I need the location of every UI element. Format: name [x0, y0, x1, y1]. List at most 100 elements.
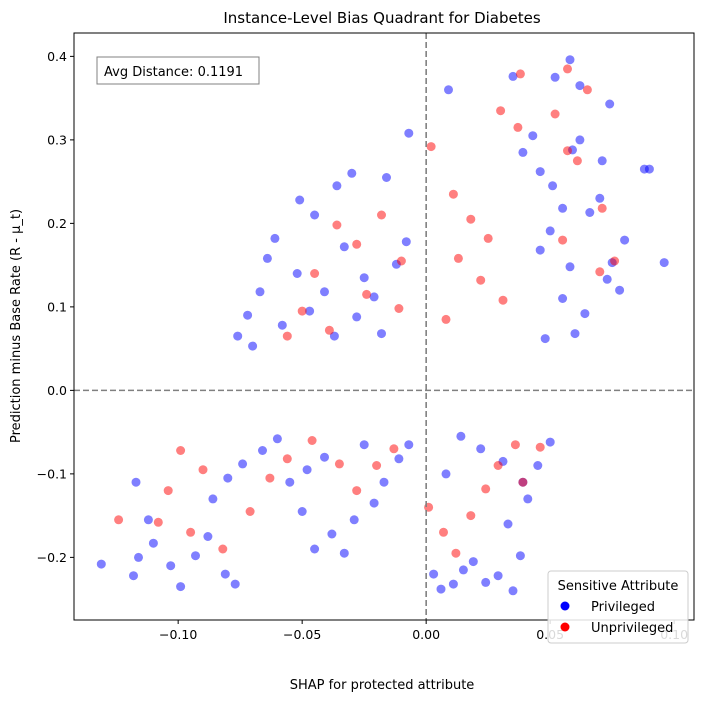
point-unprivileged-14 — [377, 210, 386, 220]
point-privileged-11 — [659, 258, 669, 268]
point-privileged-0 — [565, 55, 575, 65]
y-tick-label: 0.1 — [47, 299, 67, 314]
point-privileged-75 — [339, 548, 349, 558]
point-unprivileged-49 — [481, 484, 491, 494]
y-axis-ticks: −0.2 −0.1 0.0 0.1 0.2 0.3 0.4 — [37, 49, 74, 565]
point-privileged-83 — [302, 465, 312, 475]
point-privileged-8 — [597, 156, 607, 166]
point-privileged-60 — [166, 561, 176, 571]
point-privileged-70 — [272, 434, 282, 444]
point-privileged-39 — [377, 329, 386, 339]
point-privileged-25 — [332, 181, 342, 191]
legend-title: Sensitive Attribute — [558, 579, 679, 594]
point-unprivileged-44 — [389, 444, 399, 454]
point-privileged-54 — [96, 559, 106, 569]
point-unprivileged-26 — [453, 253, 463, 263]
point-privileged-99 — [476, 444, 486, 454]
plot-area — [74, 33, 694, 620]
point-privileged-71 — [285, 477, 295, 487]
point-unprivileged-3 — [550, 109, 560, 119]
point-unprivileged-37 — [245, 507, 255, 516]
point-privileged-16 — [602, 274, 612, 284]
point-privileged-49 — [565, 262, 575, 272]
point-privileged-84 — [429, 569, 439, 579]
point-privileged-1 — [550, 72, 560, 82]
x-tick-label: 0.00 — [412, 627, 440, 642]
point-unprivileged-27 — [476, 275, 486, 285]
point-privileged-46 — [558, 203, 568, 213]
plot-frame — [73, 32, 695, 621]
y-tick-label: −0.1 — [37, 466, 67, 481]
point-unprivileged-10 — [595, 267, 605, 277]
point-privileged-79 — [394, 454, 404, 464]
point-unprivileged-33 — [163, 486, 173, 496]
point-unprivileged-42 — [352, 486, 362, 496]
point-privileged-78 — [379, 477, 389, 487]
point-privileged-5 — [508, 71, 518, 81]
point-privileged-34 — [320, 287, 329, 297]
point-unprivileged-35 — [198, 465, 208, 475]
point-privileged-68 — [238, 459, 248, 469]
avg-distance-annotation: Avg Distance: 0.1191 — [104, 65, 243, 80]
point-unprivileged-41 — [334, 459, 344, 469]
annotation-box: Avg Distance: 0.1191 — [96, 56, 260, 85]
point-privileged-72 — [297, 507, 307, 516]
x-axis-label: SHAP for protected attribute — [290, 678, 475, 693]
point-unprivileged-28 — [498, 295, 508, 305]
point-unprivileged-2 — [582, 85, 592, 95]
point-privileged-90 — [493, 571, 503, 581]
point-unprivileged-40 — [307, 436, 317, 445]
point-privileged-51 — [580, 309, 590, 319]
y-tick-label: 0.0 — [47, 383, 67, 398]
point-unprivileged-5 — [513, 122, 523, 132]
point-privileged-65 — [230, 579, 240, 589]
points-layer — [96, 55, 669, 596]
point-privileged-48 — [535, 245, 545, 255]
x-tick-label: −0.05 — [283, 627, 321, 642]
point-unprivileged-8 — [597, 203, 607, 213]
point-privileged-45 — [548, 181, 558, 191]
point-privileged-35 — [277, 320, 287, 330]
point-unprivileged-13 — [352, 239, 362, 249]
point-unprivileged-7 — [572, 156, 582, 166]
point-privileged-20 — [255, 287, 265, 297]
point-privileged-101 — [441, 469, 451, 479]
point-privileged-63 — [203, 532, 213, 541]
point-privileged-76 — [349, 515, 359, 525]
x-tick-label: −0.10 — [159, 627, 197, 642]
point-unprivileged-16 — [362, 289, 372, 299]
legend-label-unprivileged: Unprivileged — [591, 621, 673, 636]
point-privileged-59 — [143, 515, 153, 525]
point-unprivileged-38 — [265, 473, 275, 483]
point-unprivileged-31 — [153, 517, 163, 527]
point-unprivileged-34 — [176, 446, 186, 455]
point-unprivileged-32 — [186, 527, 196, 537]
point-privileged-44 — [535, 167, 545, 177]
point-privileged-36 — [369, 292, 379, 302]
chart-title: Instance-Level Bias Quadrant for Diabete… — [223, 9, 541, 27]
legend: Sensitive Attribute Privileged Unprivile… — [547, 570, 689, 644]
point-privileged-22 — [270, 233, 280, 243]
point-privileged-13 — [595, 193, 605, 203]
point-unprivileged-19 — [282, 331, 292, 341]
point-privileged-95 — [545, 437, 555, 447]
point-privileged-23 — [243, 310, 253, 320]
point-privileged-93 — [503, 519, 513, 529]
point-privileged-56 — [134, 552, 143, 562]
point-unprivileged-22 — [426, 142, 436, 152]
point-privileged-58 — [131, 477, 141, 487]
point-privileged-42 — [528, 131, 538, 141]
legend-marker-privileged — [560, 601, 570, 611]
point-unprivileged-29 — [441, 314, 451, 324]
legend-marker-unprivileged — [560, 622, 570, 632]
point-privileged-18 — [233, 331, 243, 341]
point-unprivileged-11 — [558, 235, 568, 245]
point-privileged-80 — [404, 440, 414, 450]
point-unprivileged-52 — [518, 477, 528, 487]
point-privileged-3 — [605, 99, 615, 109]
point-privileged-31 — [359, 273, 369, 283]
point-privileged-94 — [523, 494, 533, 504]
point-privileged-38 — [401, 237, 411, 247]
point-unprivileged-18 — [297, 306, 307, 316]
point-privileged-27 — [382, 173, 391, 182]
